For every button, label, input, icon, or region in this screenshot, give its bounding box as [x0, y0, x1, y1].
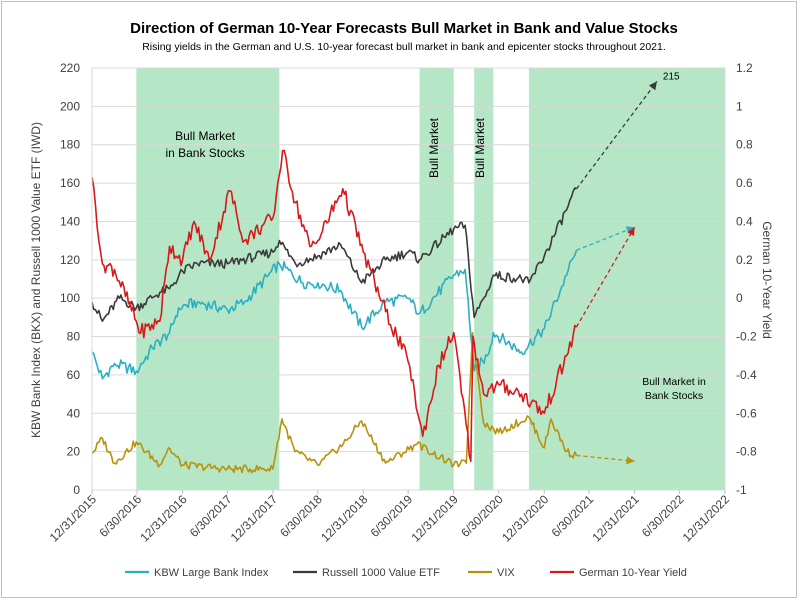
left-axis-label: KBW Bank Index (BKX) and Russell 1000 Va… [29, 122, 43, 438]
band-label-1-line-1: Bull Market [175, 129, 236, 143]
band-label-1-line-2: in Bank Stocks [165, 146, 244, 160]
left-tick-label-80: 80 [67, 330, 81, 344]
x-tick-label-6-30-2020: 6/30/2020 [458, 492, 506, 540]
right-tick-label-0-8: -0.8 [736, 445, 757, 459]
series-line-german-10-year-yield [91, 149, 578, 463]
right-tick-label-0-4: -0.4 [736, 368, 757, 382]
forecast-label-russell-1000-value-etf: 215 [663, 71, 680, 82]
chart-title: Direction of German 10-Year Forecasts Bu… [130, 20, 678, 37]
forecast-arrowhead-german-10-year-yield [627, 227, 635, 237]
right-tick-label-0: 0 [736, 291, 743, 305]
left-tick-label-100: 100 [60, 291, 80, 305]
left-tick-label-220: 220 [60, 61, 80, 75]
forecast-line-russell-1000-value-etf [575, 81, 658, 190]
x-tick-label-6-30-2022: 6/30/2022 [639, 492, 687, 540]
x-tick-label-12-31-2018: 12/31/2018 [318, 492, 371, 545]
x-tick-label-12-31-2016: 12/31/2016 [137, 492, 190, 545]
band-label-2: Bull Market [427, 117, 441, 178]
left-tick-label-160: 160 [60, 176, 80, 190]
left-tick-label-200: 200 [60, 99, 80, 113]
right-tick-label-1: -1 [736, 483, 747, 497]
band-label-4-line-1: Bull Market in [642, 376, 706, 388]
bull-market-band-1 [136, 68, 280, 490]
x-tick-label-12-31-2022: 12/31/2022 [680, 492, 733, 545]
x-tick-label-6-30-2017: 6/30/2017 [187, 492, 235, 540]
left-tick-label-180: 180 [60, 138, 80, 152]
right-tick-label-1: 1 [736, 99, 743, 113]
x-tick-label-12-31-2019: 12/31/2019 [408, 492, 461, 545]
bull-market-band-4 [528, 68, 725, 490]
band-label-3: Bull Market [473, 117, 487, 178]
x-tick-label-6-30-2016: 6/30/2016 [97, 492, 145, 540]
left-tick-label-0: 0 [73, 483, 80, 497]
bull-market-bands [136, 68, 725, 490]
series-line-russell-1000-value-etf [91, 187, 577, 323]
right-tick-label-0-2: -0.2 [736, 330, 757, 344]
left-tick-label-140: 140 [60, 214, 80, 228]
legend-label-kbw-large-bank-index: KBW Large Bank Index [154, 567, 269, 579]
series-lines [91, 149, 578, 474]
chart-subtitle: Rising yields in the German and U.S. 10-… [142, 41, 666, 53]
left-tick-label-120: 120 [60, 253, 80, 267]
forecast-line-kbw-large-bank-index [576, 226, 635, 251]
x-tick-label-12-31-2021: 12/31/2021 [589, 492, 642, 545]
legend: KBW Large Bank Index Russell 1000 Value E… [125, 567, 687, 579]
legend-label-russell-1000-value-etf: Russell 1000 Value ETF [322, 567, 440, 579]
right-tick-label-0-6: -0.6 [736, 406, 757, 420]
x-tick-label-6-30-2019: 6/30/2019 [368, 492, 416, 540]
right-tick-label-0-2: 0.2 [736, 253, 753, 267]
right-tick-label-0-4: 0.4 [736, 214, 753, 228]
forecast-arrows: 215 [575, 71, 680, 465]
forecast-arrowhead-vix [626, 456, 635, 465]
series-line-vix [91, 331, 578, 474]
forecast-arrowhead-russell-1000-value-etf [648, 81, 657, 91]
right-tick-label-0-8: 0.8 [736, 138, 753, 152]
x-tick-label-6-30-2021: 6/30/2021 [549, 492, 597, 540]
band-labels: Bull Market in Bank Stocks Bull Market Bull… [165, 117, 706, 402]
legend-label-vix: VIX [497, 567, 515, 579]
legend-label-german-10-year-yield: German 10-Year Yield [579, 567, 687, 579]
left-tick-label-20: 20 [67, 445, 81, 459]
right-axis-label: German 10-Year Yield [760, 221, 774, 339]
right-tick-label-0-6: 0.6 [736, 176, 753, 190]
series-line-kbw-large-bank-index [91, 249, 578, 380]
x-tick-label-12-31-2017: 12/31/2017 [228, 492, 281, 545]
band-label-4-line-2: Bank Stocks [645, 390, 703, 402]
left-tick-label-40: 40 [67, 406, 81, 420]
left-tick-label-60: 60 [67, 368, 81, 382]
right-tick-label-1-2: 1.2 [736, 61, 753, 75]
x-tick-label-12-31-2015: 12/31/2015 [47, 492, 100, 545]
x-tick-label-12-31-2020: 12/31/2020 [499, 492, 552, 545]
forecast-line-german-10-year-yield [575, 226, 636, 328]
forecast-line-vix [576, 454, 635, 462]
x-tick-label-6-30-2018: 6/30/2018 [277, 492, 325, 540]
